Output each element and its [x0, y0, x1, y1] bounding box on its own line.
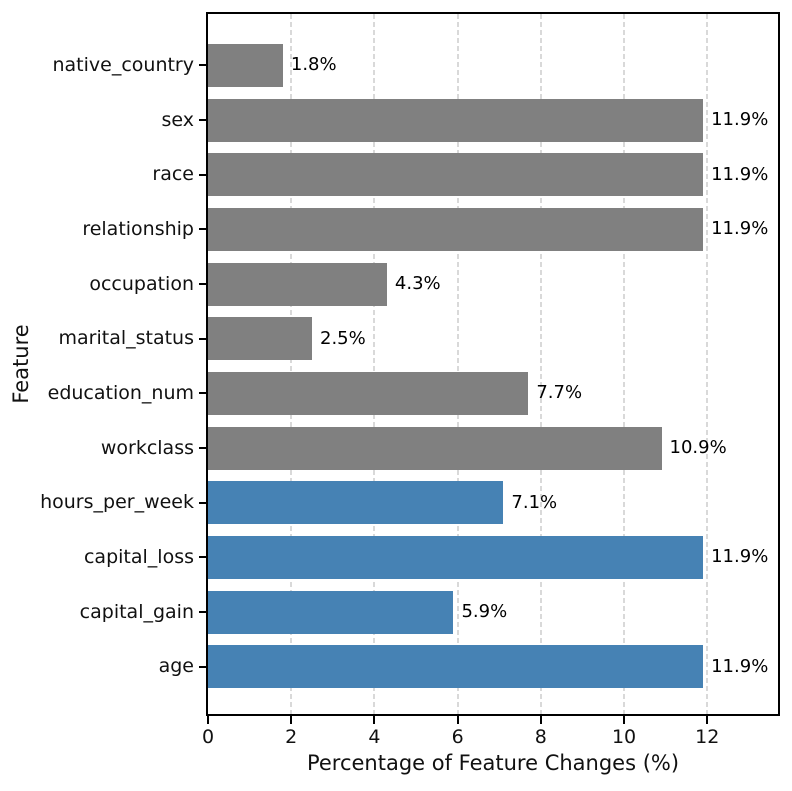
- y-tick-mark: [199, 173, 206, 176]
- category-label-sex: sex: [161, 108, 195, 131]
- y-tick-mark: [199, 392, 206, 395]
- x-tick-label-10: 10: [611, 726, 637, 748]
- bar-row-sex: 11.9%: [208, 93, 778, 148]
- y-tick-row-age: age: [0, 639, 206, 694]
- bar-row-age: 11.9%: [208, 639, 778, 694]
- x-tick-label-0: 0: [201, 726, 215, 748]
- category-label-capital_loss: capital_loss: [83, 545, 194, 568]
- gridline-x-12: [706, 14, 709, 714]
- x-tick-mark-12: [706, 716, 709, 724]
- gridline-x-4: [373, 14, 376, 714]
- category-label-capital_gain: capital_gain: [79, 600, 194, 623]
- bars-layer: 1.8% 11.9% 11.9% 11.9% 4.3% 2.5% 7.7% 10.9% 7.1%…: [208, 14, 778, 714]
- category-label-occupation: occupation: [89, 272, 194, 295]
- category-label-education_num: education_num: [47, 381, 194, 404]
- category-label-age: age: [158, 655, 194, 678]
- bar-row-race: 11.9%: [208, 147, 778, 202]
- y-tick-mark: [199, 64, 206, 67]
- y-tick-row-relationship: relationship: [0, 202, 206, 257]
- bar-race: [208, 153, 704, 197]
- bar-row-hours_per_week: 7.1%: [208, 475, 778, 530]
- x-tick-label-12: 12: [695, 726, 720, 748]
- y-tick-row-capital_loss: capital_loss: [0, 530, 206, 585]
- y-tick-row-capital_gain: capital_gain: [0, 585, 206, 640]
- y-tick-row-sex: sex: [0, 93, 206, 148]
- y-tick-row-education_num: education_num: [0, 366, 206, 421]
- x-tick-label-4: 4: [368, 726, 381, 748]
- y-tick-mark: [199, 447, 206, 450]
- y-tick-row-workclass: workclass: [0, 421, 206, 476]
- y-tick-row-race: race: [0, 147, 206, 202]
- y-tick-row-occupation: occupation: [0, 257, 206, 312]
- bar-row-occupation: 4.3%: [208, 257, 778, 312]
- y-tick-row-native_country: native_country: [0, 38, 206, 93]
- gridlines-layer: [208, 14, 778, 714]
- x-tick-mark-2: [290, 716, 293, 724]
- x-tick-mark-0: [207, 716, 209, 724]
- bar-sex: [208, 98, 704, 142]
- value-label-age: 11.9%: [711, 655, 769, 677]
- y-tick-mark: [199, 119, 206, 121]
- bar-row-marital_status: 2.5%: [208, 311, 778, 366]
- x-axis-title: Percentage of Feature Changes (%): [306, 751, 680, 775]
- gridline-x-8: [539, 14, 542, 714]
- y-tick-row-hours_per_week: hours_per_week: [0, 475, 206, 530]
- gridline-x-10: [623, 14, 626, 714]
- category-label-hours_per_week: hours_per_week: [40, 491, 194, 514]
- bar-capital_loss: [208, 535, 704, 579]
- bar-education_num: [208, 371, 529, 415]
- plot-area: 1.8% 11.9% 11.9% 11.9% 4.3% 2.5% 7.7% 10.9% 7.1%…: [206, 12, 780, 716]
- value-label-sex: 11.9%: [711, 109, 769, 130]
- gridline-x-6: [456, 14, 459, 714]
- bar-capital_gain: [208, 590, 454, 634]
- bar-hours_per_week: [208, 481, 504, 525]
- bar-row-workclass: 10.9%: [208, 421, 778, 476]
- bar-row-native_country: 1.8%: [208, 38, 778, 93]
- bar-occupation: [208, 262, 387, 306]
- value-label-capital_gain: 5.9%: [461, 601, 508, 623]
- bar-row-relationship: 11.9%: [208, 202, 778, 257]
- value-label-marital_status: 2.5%: [320, 327, 366, 349]
- value-label-race: 11.9%: [711, 163, 769, 185]
- value-label-relationship: 11.9%: [711, 218, 769, 240]
- value-label-education_num: 7.7%: [536, 382, 583, 404]
- x-tick-label-8: 8: [534, 726, 547, 748]
- x-tick-mark-6: [456, 716, 459, 724]
- x-tick-mark-4: [373, 716, 376, 724]
- value-label-capital_loss: 11.9%: [711, 546, 769, 568]
- x-tick-mark-10: [623, 716, 626, 724]
- bar-row-capital_gain: 5.9%: [208, 585, 778, 640]
- bar-workclass: [208, 426, 662, 470]
- y-tick-mark: [199, 501, 206, 504]
- value-label-hours_per_week: 7.1%: [511, 491, 558, 513]
- bar-relationship: [208, 207, 704, 251]
- value-label-native_country: 1.8%: [290, 54, 337, 76]
- category-label-marital_status: marital_status: [58, 327, 195, 350]
- y-tick-mark: [199, 228, 206, 231]
- y-tick-mark: [199, 611, 206, 614]
- bar-age: [208, 645, 704, 689]
- y-tick-mark: [199, 665, 206, 668]
- y-tick-mark: [199, 283, 206, 286]
- bar-row-education_num: 7.7%: [208, 366, 778, 421]
- y-tick-row-marital_status: marital_status: [0, 311, 206, 366]
- x-tick-label-2: 2: [285, 726, 298, 748]
- gridline-x-2: [290, 14, 293, 714]
- y-tick-mark: [199, 337, 206, 340]
- category-label-workclass: workclass: [100, 436, 194, 459]
- x-tick-mark-8: [539, 716, 542, 724]
- y-tick-mark: [199, 556, 206, 559]
- x-tick-label-6: 6: [451, 726, 464, 748]
- bar-row-capital_loss: 11.9%: [208, 530, 778, 585]
- bar-marital_status: [208, 317, 312, 361]
- category-label-relationship: relationship: [82, 217, 194, 240]
- category-label-race: race: [152, 163, 194, 186]
- value-label-workclass: 10.9%: [669, 437, 727, 459]
- bar-native_country: [208, 43, 283, 87]
- category-label-native_country: native_country: [52, 53, 194, 76]
- value-label-occupation: 4.3%: [394, 273, 441, 295]
